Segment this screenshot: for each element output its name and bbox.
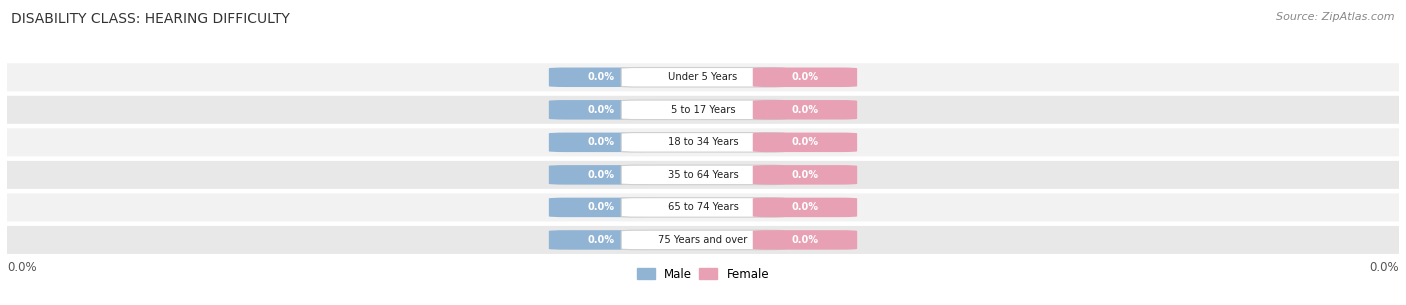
Text: 0.0%: 0.0% bbox=[792, 105, 818, 115]
Text: 75 Years and over: 75 Years and over bbox=[658, 235, 748, 245]
FancyBboxPatch shape bbox=[752, 165, 858, 185]
FancyBboxPatch shape bbox=[621, 198, 785, 217]
FancyBboxPatch shape bbox=[548, 198, 654, 217]
Text: 35 to 64 Years: 35 to 64 Years bbox=[668, 170, 738, 180]
FancyBboxPatch shape bbox=[548, 165, 654, 185]
Text: 0.0%: 0.0% bbox=[792, 203, 818, 212]
Text: 5 to 17 Years: 5 to 17 Years bbox=[671, 105, 735, 115]
FancyBboxPatch shape bbox=[0, 63, 1406, 91]
FancyBboxPatch shape bbox=[0, 96, 1406, 124]
FancyBboxPatch shape bbox=[752, 198, 858, 217]
FancyBboxPatch shape bbox=[752, 230, 858, 250]
FancyBboxPatch shape bbox=[621, 230, 785, 250]
Text: Source: ZipAtlas.com: Source: ZipAtlas.com bbox=[1277, 12, 1395, 22]
FancyBboxPatch shape bbox=[548, 230, 654, 250]
FancyBboxPatch shape bbox=[548, 133, 654, 152]
Text: 0.0%: 0.0% bbox=[588, 72, 614, 82]
Text: 0.0%: 0.0% bbox=[7, 261, 37, 274]
Text: 18 to 34 Years: 18 to 34 Years bbox=[668, 137, 738, 147]
FancyBboxPatch shape bbox=[548, 67, 654, 87]
FancyBboxPatch shape bbox=[621, 67, 785, 87]
Text: 0.0%: 0.0% bbox=[588, 170, 614, 180]
FancyBboxPatch shape bbox=[752, 100, 858, 120]
FancyBboxPatch shape bbox=[548, 100, 654, 120]
FancyBboxPatch shape bbox=[752, 67, 858, 87]
FancyBboxPatch shape bbox=[621, 133, 785, 152]
Text: 0.0%: 0.0% bbox=[588, 105, 614, 115]
FancyBboxPatch shape bbox=[621, 165, 785, 185]
Text: 0.0%: 0.0% bbox=[588, 235, 614, 245]
Text: 0.0%: 0.0% bbox=[792, 235, 818, 245]
FancyBboxPatch shape bbox=[0, 226, 1406, 254]
FancyBboxPatch shape bbox=[0, 193, 1406, 221]
FancyBboxPatch shape bbox=[0, 161, 1406, 189]
FancyBboxPatch shape bbox=[752, 133, 858, 152]
Legend: Male, Female: Male, Female bbox=[633, 263, 773, 285]
Text: 65 to 74 Years: 65 to 74 Years bbox=[668, 203, 738, 212]
Text: 0.0%: 0.0% bbox=[588, 203, 614, 212]
Text: 0.0%: 0.0% bbox=[792, 137, 818, 147]
Text: 0.0%: 0.0% bbox=[588, 137, 614, 147]
Text: 0.0%: 0.0% bbox=[1369, 261, 1399, 274]
Text: 0.0%: 0.0% bbox=[792, 170, 818, 180]
FancyBboxPatch shape bbox=[621, 100, 785, 120]
FancyBboxPatch shape bbox=[0, 128, 1406, 156]
Text: Under 5 Years: Under 5 Years bbox=[668, 72, 738, 82]
Text: 0.0%: 0.0% bbox=[792, 72, 818, 82]
Text: DISABILITY CLASS: HEARING DIFFICULTY: DISABILITY CLASS: HEARING DIFFICULTY bbox=[11, 12, 290, 26]
